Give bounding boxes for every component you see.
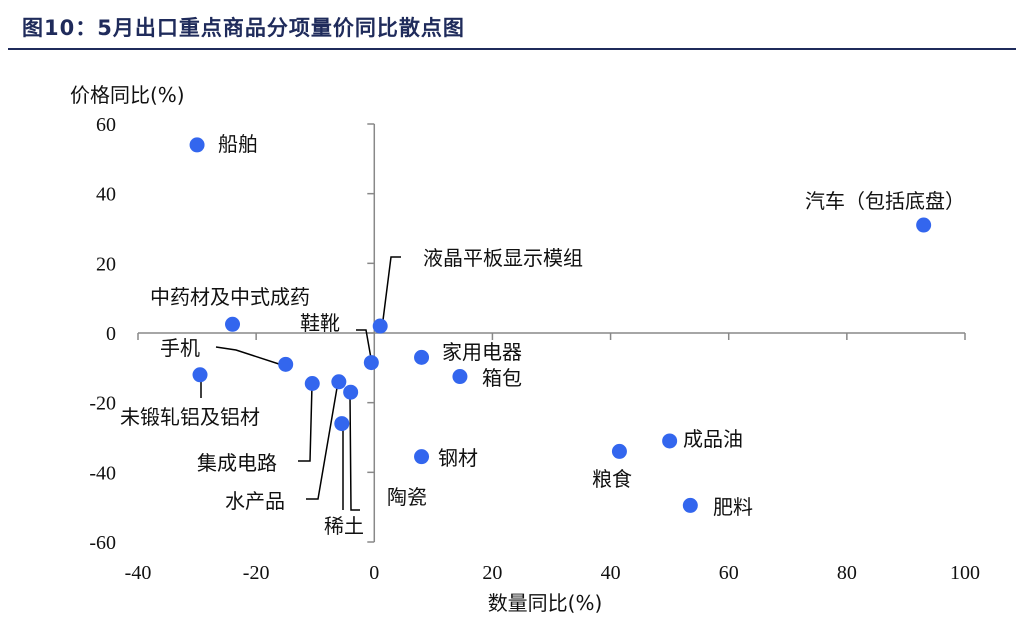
leader-line: [349, 394, 360, 511]
point-label: 箱包: [482, 366, 522, 390]
title-rule: [8, 48, 1016, 50]
y-tick-label: 0: [106, 323, 116, 345]
point-label: 中药材及中式成药: [150, 285, 310, 309]
scatter-point[interactable]: [372, 318, 388, 334]
x-tick-label: 80: [837, 562, 857, 584]
scatter-point[interactable]: [682, 497, 698, 513]
figure-title: 图10：5月出口重点商品分项量价同比散点图: [22, 16, 465, 40]
axes: -40 -20 0 20 40 60 80 100 60 40 20 0 -20 -40 -60: [89, 114, 980, 584]
y-tick-label: -60: [89, 532, 116, 554]
point-label: 未锻轧铝及铝材: [120, 405, 260, 429]
x-tick-label: 60: [719, 562, 739, 584]
y-tick-label: 60: [96, 114, 116, 136]
scatter-point[interactable]: [334, 416, 350, 432]
point-label: 汽车（包括底盘）: [805, 189, 965, 213]
leader-line: [356, 329, 373, 365]
scatter-point[interactable]: [192, 367, 208, 383]
x-tick-label: -20: [243, 562, 270, 584]
scatter-point[interactable]: [363, 355, 379, 371]
x-tick-label: 0: [369, 562, 379, 584]
x-tick-label: 20: [482, 562, 502, 584]
scatter-point[interactable]: [452, 369, 468, 385]
leader-line: [381, 256, 401, 329]
scatter-point[interactable]: [662, 433, 678, 449]
x-tick-label: 40: [601, 562, 621, 584]
y-tick-label: 20: [96, 253, 116, 275]
scatter-point[interactable]: [304, 376, 320, 392]
data-points: [189, 137, 932, 513]
point-label: 鞋靴: [300, 311, 340, 335]
point-label: 集成电路: [197, 451, 277, 475]
scatter-point[interactable]: [916, 217, 932, 233]
y-tick-label: -20: [89, 393, 116, 415]
scatter-point[interactable]: [278, 356, 294, 372]
point-label: 船舶: [218, 132, 258, 156]
scatter-point[interactable]: [189, 137, 205, 153]
scatter-point[interactable]: [331, 374, 347, 390]
x-axis-label: 数量同比(%): [488, 591, 603, 615]
point-label: 手机: [160, 336, 200, 360]
x-tick-label: 100: [950, 562, 980, 584]
point-label: 家用电器: [442, 340, 522, 364]
point-label: 肥料: [713, 495, 753, 519]
leader-line: [215, 346, 283, 366]
leader-line: [298, 384, 313, 462]
point-label: 水产品: [225, 489, 285, 513]
scatter-point[interactable]: [343, 384, 359, 400]
point-label: 陶瓷: [387, 485, 427, 509]
y-tick-label: 40: [96, 184, 116, 206]
y-axis-label: 价格同比(%): [70, 83, 185, 107]
leader-lines: [200, 256, 401, 511]
point-label: 液晶平板显示模组: [423, 246, 583, 270]
x-tick-label: -40: [125, 562, 152, 584]
scatter-point[interactable]: [225, 316, 241, 332]
leader-line: [306, 381, 339, 500]
scatter-point[interactable]: [611, 443, 627, 459]
point-label: 稀土: [324, 514, 364, 538]
scatter-point[interactable]: [414, 449, 430, 465]
point-label: 钢材: [438, 446, 478, 470]
y-tick-label: -40: [89, 462, 116, 484]
scatter-point[interactable]: [414, 349, 430, 365]
point-label: 粮食: [592, 467, 632, 491]
point-label: 成品油: [683, 427, 743, 451]
